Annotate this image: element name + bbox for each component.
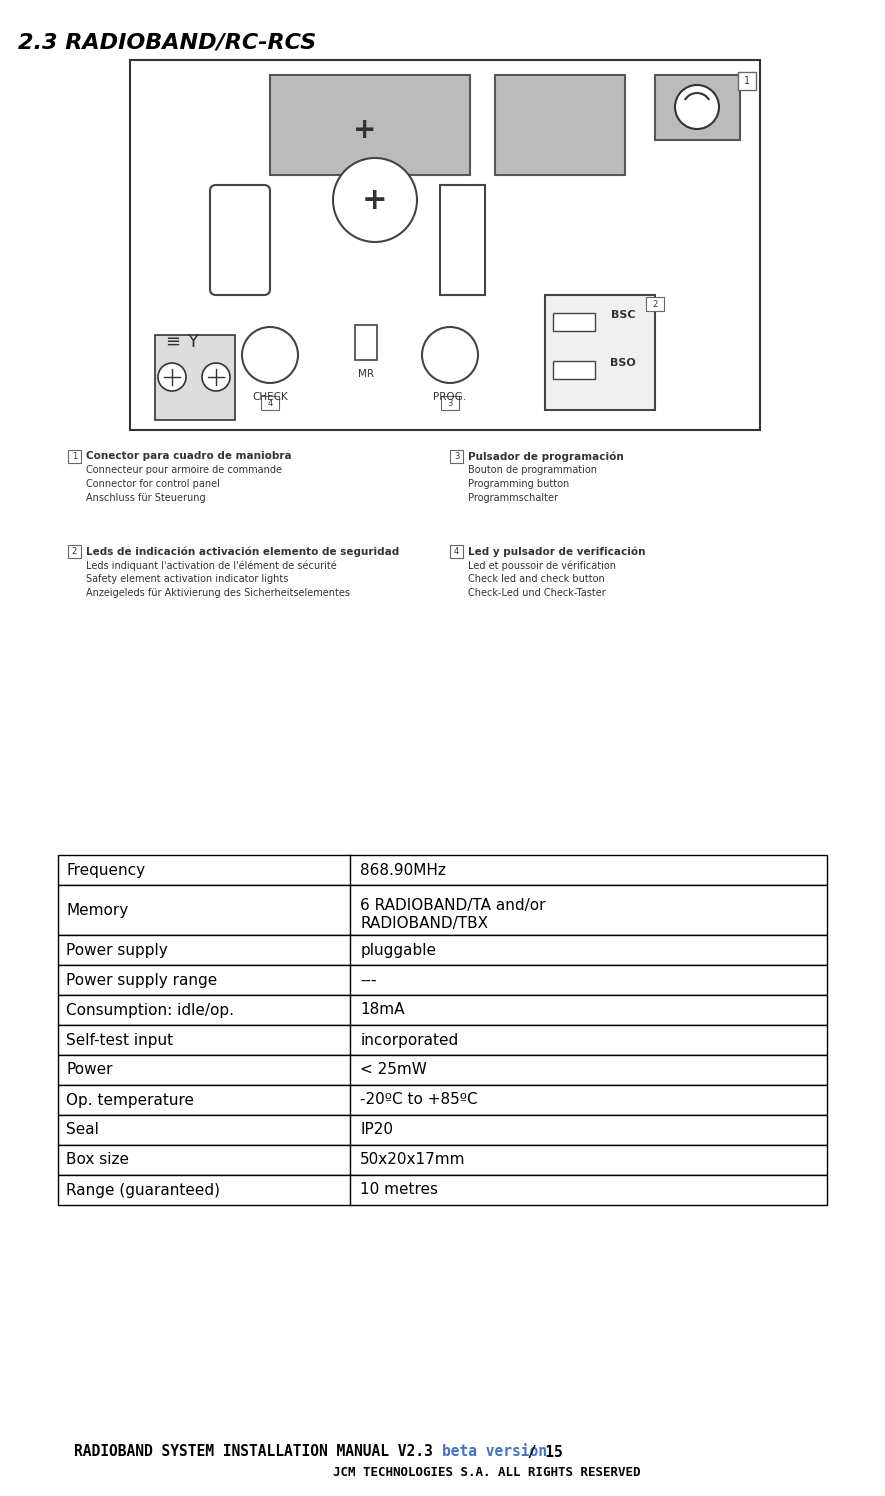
Bar bbox=[68, 545, 81, 558]
Text: Anzeigeleds für Aktivierung des Sicherheitselementes: Anzeigeleds für Aktivierung des Sicherhe… bbox=[86, 588, 350, 598]
Text: ≡: ≡ bbox=[165, 334, 181, 352]
Text: Frequency: Frequency bbox=[66, 863, 145, 878]
Text: IP20: IP20 bbox=[360, 1122, 393, 1137]
Text: Conector para cuadro de maniobra: Conector para cuadro de maniobra bbox=[86, 450, 292, 461]
Text: Programmschalter: Programmschalter bbox=[468, 494, 558, 503]
Text: Op. temperature: Op. temperature bbox=[66, 1092, 194, 1107]
Text: Bouton de programmation: Bouton de programmation bbox=[468, 465, 597, 476]
Text: Check led and check button: Check led and check button bbox=[468, 574, 604, 583]
Bar bbox=[355, 325, 377, 361]
Bar bbox=[553, 361, 595, 378]
Bar bbox=[270, 75, 470, 175]
Bar bbox=[58, 1025, 827, 1055]
Text: 1: 1 bbox=[72, 452, 77, 461]
Text: pluggable: pluggable bbox=[360, 942, 436, 957]
Text: 868.90MHz: 868.90MHz bbox=[360, 863, 446, 878]
Text: JCM TECHNOLOGIES S.A. ALL RIGHTS RESERVED: JCM TECHNOLOGIES S.A. ALL RIGHTS RESERVE… bbox=[334, 1466, 641, 1478]
Circle shape bbox=[242, 328, 298, 383]
Text: CHECK: CHECK bbox=[252, 392, 288, 402]
Text: / 15: / 15 bbox=[519, 1445, 563, 1460]
Text: BSC: BSC bbox=[611, 310, 635, 320]
Circle shape bbox=[158, 364, 186, 390]
Bar bbox=[68, 450, 81, 462]
Text: -20ºC to +85ºC: -20ºC to +85ºC bbox=[360, 1092, 478, 1107]
Text: Safety element activation indicator lights: Safety element activation indicator ligh… bbox=[86, 574, 289, 583]
Bar bbox=[58, 1115, 827, 1144]
Bar bbox=[58, 886, 827, 935]
FancyBboxPatch shape bbox=[210, 186, 270, 295]
Text: Programming button: Programming button bbox=[468, 479, 569, 489]
Bar bbox=[495, 75, 625, 175]
Bar bbox=[553, 313, 595, 331]
Text: Memory: Memory bbox=[66, 902, 128, 917]
Bar bbox=[738, 72, 756, 90]
Text: ---: --- bbox=[360, 972, 377, 987]
Bar bbox=[450, 545, 463, 558]
Text: Power supply: Power supply bbox=[66, 942, 168, 957]
Text: Led et poussoir de vérification: Led et poussoir de vérification bbox=[468, 560, 616, 570]
Text: Leds indiquant l'activation de l'élément de sécurité: Leds indiquant l'activation de l'élément… bbox=[86, 560, 337, 570]
Bar bbox=[155, 335, 235, 420]
Bar bbox=[261, 396, 279, 410]
Text: 50x20x17mm: 50x20x17mm bbox=[360, 1152, 466, 1167]
Text: Leds de indicación activación elemento de seguridad: Leds de indicación activación elemento d… bbox=[86, 546, 399, 557]
Bar bbox=[58, 965, 827, 995]
Text: Box size: Box size bbox=[66, 1152, 129, 1167]
Text: 6 RADIOBAND/TA and/or: 6 RADIOBAND/TA and/or bbox=[360, 898, 546, 913]
Bar bbox=[450, 450, 463, 462]
Circle shape bbox=[422, 328, 478, 383]
Text: Seal: Seal bbox=[66, 1122, 99, 1137]
Text: Connector for control panel: Connector for control panel bbox=[86, 479, 219, 489]
Text: 2: 2 bbox=[652, 299, 658, 308]
Text: Pulsador de programación: Pulsador de programación bbox=[468, 450, 624, 461]
Text: < 25mW: < 25mW bbox=[360, 1062, 427, 1077]
Text: +: + bbox=[362, 186, 388, 214]
Circle shape bbox=[675, 85, 719, 129]
Text: MR: MR bbox=[358, 370, 374, 378]
Text: RADIOBAND/TBX: RADIOBAND/TBX bbox=[360, 916, 489, 931]
Text: Anschluss für Steuerung: Anschluss für Steuerung bbox=[86, 494, 205, 503]
Text: Consumption: idle/op.: Consumption: idle/op. bbox=[66, 1002, 234, 1017]
Circle shape bbox=[202, 364, 230, 390]
Bar bbox=[130, 60, 760, 429]
Text: 4: 4 bbox=[454, 548, 459, 557]
Text: RADIOBAND SYSTEM INSTALLATION MANUAL V2.3: RADIOBAND SYSTEM INSTALLATION MANUAL V2.… bbox=[74, 1445, 442, 1460]
Text: +: + bbox=[353, 117, 377, 144]
Bar bbox=[58, 1174, 827, 1204]
Bar bbox=[441, 396, 459, 410]
Text: Y: Y bbox=[187, 334, 198, 352]
Bar bbox=[440, 186, 485, 295]
Text: Range (guaranteed): Range (guaranteed) bbox=[66, 1182, 220, 1197]
Text: BSO: BSO bbox=[610, 358, 636, 368]
Bar bbox=[655, 75, 740, 141]
Bar bbox=[58, 1085, 827, 1115]
Bar bbox=[58, 1144, 827, 1174]
Bar bbox=[58, 856, 827, 886]
Text: 2.3 RADIOBAND/RC-RCS: 2.3 RADIOBAND/RC-RCS bbox=[18, 31, 316, 52]
Text: Check-Led und Check-Taster: Check-Led und Check-Taster bbox=[468, 588, 605, 598]
Bar bbox=[545, 295, 655, 410]
Text: 1: 1 bbox=[744, 76, 750, 85]
Text: Led y pulsador de verificación: Led y pulsador de verificación bbox=[468, 546, 645, 557]
Text: beta version: beta version bbox=[442, 1445, 547, 1460]
Bar bbox=[646, 298, 664, 311]
Text: Power: Power bbox=[66, 1062, 112, 1077]
Text: Connecteur pour armoire de commande: Connecteur pour armoire de commande bbox=[86, 465, 282, 476]
Text: 10 metres: 10 metres bbox=[360, 1182, 438, 1197]
Bar bbox=[58, 935, 827, 965]
Bar bbox=[58, 1055, 827, 1085]
Text: Power supply range: Power supply range bbox=[66, 972, 217, 987]
Circle shape bbox=[333, 159, 417, 242]
Text: incorporated: incorporated bbox=[360, 1032, 458, 1047]
Text: 18mA: 18mA bbox=[360, 1002, 404, 1017]
Text: Self-test input: Self-test input bbox=[66, 1032, 173, 1047]
Text: 3: 3 bbox=[447, 398, 453, 407]
Text: 4: 4 bbox=[267, 398, 273, 407]
Text: 2: 2 bbox=[72, 548, 77, 557]
Bar bbox=[58, 995, 827, 1025]
Text: PROG.: PROG. bbox=[434, 392, 466, 402]
Text: 3: 3 bbox=[454, 452, 459, 461]
